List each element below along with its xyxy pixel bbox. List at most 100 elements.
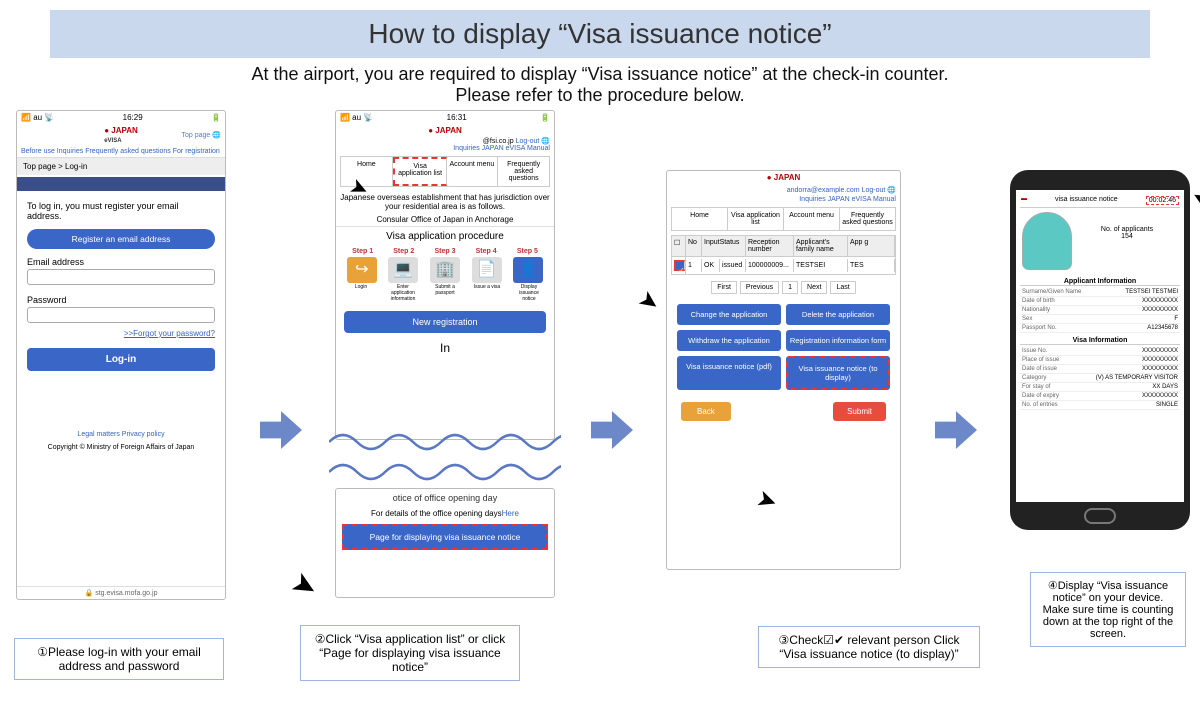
breadcrumb: Top page > Log-in	[17, 158, 225, 175]
registration-info-button[interactable]: Registration information form	[786, 330, 890, 351]
new-registration-button[interactable]: New registration	[344, 311, 546, 333]
checkbox[interactable]: ✓	[674, 260, 685, 271]
back-button[interactable]: Back	[681, 402, 731, 421]
tab-faq[interactable]: Frequently asked questions	[840, 208, 895, 230]
phone-frame: ▬ visa issuance notice 00:02:46 No. of a…	[1010, 170, 1190, 530]
header-links[interactable]: Inquiries JAPAN eVISA Manual	[336, 145, 554, 152]
info-row: Category(V) AS TEMPORARY VISITOR	[1020, 374, 1180, 383]
email-label: Email address	[17, 253, 225, 269]
status-bar: 📶 au 📡 16:29 🔋	[17, 111, 225, 124]
steps-row: 📶 au 📡 16:29 🔋 ● JAPANeVISA Top page 🌐 B…	[0, 110, 1200, 600]
info-row: Date of expiryXXXXXXXXX	[1020, 392, 1180, 401]
change-application-button[interactable]: Change the application	[677, 304, 781, 325]
tab-home[interactable]: Home	[672, 208, 728, 230]
logo: ● JAPAN	[428, 126, 462, 135]
step-labels: LoginEnter application informationSubmit…	[336, 283, 554, 303]
countdown-timer: 00:02:46	[1146, 196, 1179, 205]
user-row: @fsi.co.jp Log-out 🌐	[336, 137, 554, 145]
arrow-icon	[935, 409, 977, 451]
password-label: Password	[17, 291, 225, 307]
info-row: Date of birthXXXXXXXXX	[1020, 297, 1180, 306]
info-row: NationalityXXXXXXXXX	[1020, 306, 1180, 315]
display-notice-page-button[interactable]: Page for displaying visa issuance notice	[342, 524, 548, 550]
info-row: Surname/Given NameTESTSEI TESTMEI	[1020, 288, 1180, 297]
subtitle-1: At the airport, you are required to disp…	[0, 64, 1200, 85]
caption-step-4: ④Display “Visa issuance notice” on your …	[1030, 572, 1186, 647]
carrier: 📶 au 📡	[340, 113, 373, 122]
th-check: ☐	[672, 236, 686, 256]
subtitle-2: Please refer to the procedure below.	[0, 85, 1200, 106]
logo: ● JAPAN	[767, 173, 801, 182]
caption-step-3: ③Check☑✔ relevant person Click “Visa iss…	[758, 626, 980, 668]
wave-divider	[329, 460, 561, 484]
tab-visa-application-list[interactable]: Visa application list	[728, 208, 784, 230]
footer-links[interactable]: Legal matters Privacy policy	[17, 431, 225, 438]
wave-divider	[329, 430, 561, 454]
logo: ● JAPANeVISA	[104, 126, 138, 144]
forgot-password-link[interactable]: >>Forgot your password?	[17, 329, 225, 338]
carrier: 📶 au 📡	[21, 113, 54, 122]
pager-last[interactable]: Last	[830, 281, 855, 294]
visa-notice-pdf-button[interactable]: Visa issuance notice (pdf)	[677, 356, 781, 390]
pointer-arrow-icon: ➤	[1186, 183, 1200, 215]
email-input[interactable]	[27, 269, 215, 285]
header-links[interactable]: Inquiries JAPAN eVISA Manual	[667, 196, 900, 203]
withdraw-application-button[interactable]: Withdraw the application	[677, 330, 781, 351]
register-email-button[interactable]: Register an email address	[27, 229, 215, 249]
status-bar: 📶 au 📡 16:31 🔋	[336, 111, 554, 124]
arrow-icon	[260, 409, 302, 451]
login-message: To log in, you must register your email …	[17, 193, 225, 225]
notice-page-screen: otice of office opening day For details …	[335, 488, 555, 598]
info-row: Issue No.XXXXXXXXX	[1020, 347, 1180, 356]
pointer-arrow-icon: ➤	[285, 564, 324, 607]
step1-icon: ↪	[347, 257, 377, 283]
visa-notice-display-button[interactable]: Visa issuance notice (to display)	[786, 356, 890, 390]
pointer-arrow-icon: ➤	[753, 483, 782, 517]
pager-page[interactable]: 1	[782, 281, 798, 294]
pager: First Previous 1 Next Last	[673, 281, 894, 294]
jurisdiction-text: Japanese overseas establishment that has…	[336, 191, 554, 213]
login-button[interactable]: Log-in	[27, 348, 215, 371]
battery-icon: 🔋	[540, 113, 550, 122]
logout-link[interactable]: Log-out	[862, 187, 886, 194]
tab-account[interactable]: Account menu	[447, 157, 499, 186]
tabs: Home Visa application list Account menu …	[671, 207, 896, 231]
caption-step-1: ①Please log-in with your email address a…	[14, 638, 224, 680]
step5-icon: 👤	[513, 257, 543, 283]
pager-first[interactable]: First	[711, 281, 737, 294]
user-row: andorra@example.com Log-out 🌐	[667, 184, 900, 196]
info-row: Passport No.A12345678	[1020, 324, 1180, 333]
url-bar: 🔒 stg.evisa.mofa.go.jp	[17, 586, 225, 599]
home-button-icon	[1084, 508, 1116, 524]
table-header: ☐ No InputStatus Reception number Applic…	[671, 235, 896, 257]
tab-faq[interactable]: Frequently asked questions	[498, 157, 549, 186]
step3-icon: 🏢	[430, 257, 460, 283]
pager-prev[interactable]: Previous	[740, 281, 779, 294]
procedure-title: Visa application procedure	[336, 226, 554, 246]
applicant-info-header: Applicant Information	[1020, 278, 1180, 286]
copyright: Copyright © Ministry of Foreign Affairs …	[17, 444, 225, 451]
info-row: Date of issueXXXXXXXXX	[1020, 365, 1180, 374]
delete-application-button[interactable]: Delete the application	[786, 304, 890, 325]
visa-notice-screen: ▬ visa issuance notice 00:02:46 No. of a…	[1016, 190, 1184, 502]
info-row: No. of entriesSINGLE	[1020, 401, 1180, 410]
flag-icon: ▬	[1021, 196, 1027, 205]
submit-button[interactable]: Submit	[833, 402, 886, 421]
section-bar	[17, 177, 225, 191]
tab-account[interactable]: Account menu	[784, 208, 840, 230]
pointer-arrow-icon: ➤	[633, 284, 666, 319]
step2-icon: 💻	[388, 257, 418, 283]
notice-title: visa issuance notice	[1055, 196, 1118, 205]
logout-link[interactable]: Log-out	[516, 138, 540, 145]
clock: 16:29	[123, 113, 143, 122]
table-row[interactable]: ✓ 1 OK issued 100000009... TESTSEI TES	[671, 257, 896, 275]
page-title: How to display “Visa issuance notice”	[50, 10, 1150, 58]
tab-visa-application-list[interactable]: Visa application list	[393, 157, 447, 186]
step-icons: ↪ 💻 🏢 📄 👤	[336, 257, 554, 283]
password-input[interactable]	[27, 307, 215, 323]
application-list-screen: 📶 au 📡 16:31 🔋 ● JAPAN @fsi.co.jp Log-ou…	[335, 110, 555, 440]
top-page-link[interactable]: Top page 🌐	[182, 131, 221, 139]
here-link[interactable]: Here	[502, 509, 519, 518]
nav-links[interactable]: Before use Inquiries Frequently asked qu…	[17, 146, 225, 158]
pager-next[interactable]: Next	[801, 281, 827, 294]
